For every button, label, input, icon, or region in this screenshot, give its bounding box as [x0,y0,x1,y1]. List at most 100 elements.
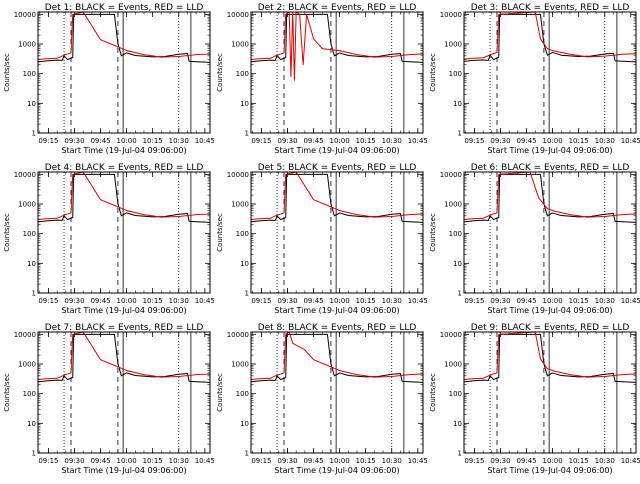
x-tick-label: 09:30 [277,457,297,465]
x-tick-label: 09:15 [251,457,271,465]
y-axis-label: Counts/sec [3,53,11,92]
y-tick-label: 1 [458,130,462,138]
y-tick-label: 10 [453,420,462,428]
y-tick-label: 1000 [18,361,36,369]
x-tick-label: 09:30 [490,457,510,465]
data-series [251,332,423,383]
y-tick-label: 100 [236,390,249,398]
y-tick-label: 1 [245,130,249,138]
y-axis-label: Counts/sec [216,373,224,412]
x-tick-label: 10:45 [621,457,640,465]
x-tick-label: 09:15 [251,137,271,145]
x-tick-label: 10:00 [543,457,563,465]
y-tick-label: 1000 [444,361,462,369]
panel-title: Det 8: BLACK = Events, RED = LLD [258,323,417,333]
y-tick-label: 1000 [444,41,462,49]
x-tick-label: 09:15 [38,297,58,305]
y-tick-label: 10000 [440,11,462,19]
y-tick-label: 1000 [231,361,249,369]
y-tick-label: 1000 [231,201,249,209]
data-series [464,12,636,63]
marker-lines [276,332,405,453]
x-tick-label: 10:30 [169,137,189,145]
data-series [464,172,636,223]
y-tick-label: 100 [23,230,36,238]
x-axis-label: Start Time (19-Jul-04 09:06:00) [61,306,186,315]
x-tick-label: 09:30 [490,137,510,145]
x-axis-label: Start Time (19-Jul-04 09:06:00) [61,146,186,155]
series-events-line [38,13,210,63]
x-tick-label: 09:45 [516,137,536,145]
x-tick-label: 09:15 [464,137,484,145]
y-axis-label: Counts/sec [3,373,11,412]
x-tick-label: 09:45 [303,297,323,305]
x-tick-label: 10:45 [195,137,215,145]
x-tick-label: 10:15 [356,457,376,465]
x-tick-label: 10:45 [408,137,428,145]
y-tick-label: 10000 [227,331,249,339]
panel-frame [463,11,637,134]
x-tick-label: 09:45 [303,457,323,465]
y-tick-label: 1 [32,450,36,458]
y-tick-label: 10 [240,100,249,108]
detector-panel-7: Det 7: BLACK = Events, RED = LLD Counts/s… [3,323,215,475]
y-tick-label: 1 [245,290,249,298]
y-tick-label: 10000 [440,331,462,339]
series-events-line [251,173,423,223]
x-tick-label: 10:15 [143,457,163,465]
panel-frame [463,171,637,294]
x-tick-label: 10:15 [356,137,376,145]
y-tick-label: 1 [458,450,462,458]
x-tick-label: 10:45 [408,457,428,465]
series-events-line [464,13,636,63]
panel-title: Det 9: BLACK = Events, RED = LLD [471,323,630,333]
y-tick-label: 100 [449,230,462,238]
panel-title: Det 5: BLACK = Events, RED = LLD [258,163,417,173]
y-tick-label: 100 [23,390,36,398]
y-tick-label: 1000 [18,41,36,49]
series-lld-line [464,172,636,221]
x-tick-label: 10:30 [595,297,615,305]
x-tick-label: 10:15 [569,457,589,465]
detector-panel-2: Det 2: BLACK = Events, RED = LLD Counts/s… [216,3,428,155]
series-events-line [38,333,210,383]
series-events-line [464,173,636,223]
y-axis-label: Counts/sec [429,53,437,92]
y-tick-label: 10000 [227,11,249,19]
x-axis-label: Start Time (19-Jul-04 09:06:00) [487,306,612,315]
series-lld-line [464,12,636,60]
x-tick-label: 09:45 [303,137,323,145]
panel-frame [250,171,424,294]
series-lld-line [38,12,210,61]
series-events-line [38,173,210,223]
x-tick-label: 10:15 [356,297,376,305]
series-events-line [464,333,636,383]
series-events-line [251,333,423,383]
y-tick-label: 10 [27,260,36,268]
x-tick-label: 10:00 [117,457,137,465]
marker-lines [489,172,618,293]
y-tick-label: 100 [23,70,36,78]
x-tick-label: 10:30 [595,457,615,465]
x-axis-label: Start Time (19-Jul-04 09:06:00) [274,306,399,315]
x-tick-label: 10:45 [195,457,215,465]
panel-frame [37,11,211,134]
x-tick-label: 09:30 [277,137,297,145]
x-tick-label: 09:45 [90,297,110,305]
x-tick-label: 09:30 [277,297,297,305]
panel-title: Det 7: BLACK = Events, RED = LLD [45,323,204,333]
y-tick-label: 100 [236,230,249,238]
y-tick-label: 10 [453,260,462,268]
y-tick-label: 10 [27,100,36,108]
marker-lines [489,12,618,133]
marker-lines [489,332,618,453]
x-tick-label: 10:45 [621,137,640,145]
x-tick-label: 10:00 [117,297,137,305]
series-events-line [251,13,423,63]
data-series [38,332,210,383]
data-series [464,332,636,383]
y-tick-label: 10000 [14,171,36,179]
x-tick-label: 10:30 [382,137,402,145]
